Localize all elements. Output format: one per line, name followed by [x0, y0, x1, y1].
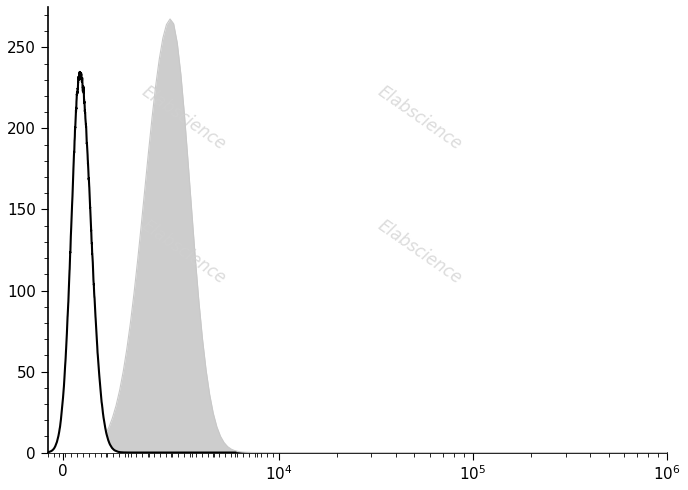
Text: Elabscience: Elabscience: [138, 83, 229, 154]
Text: Elabscience: Elabscience: [138, 217, 229, 288]
Text: Elabscience: Elabscience: [374, 217, 465, 288]
Text: Elabscience: Elabscience: [374, 83, 465, 154]
